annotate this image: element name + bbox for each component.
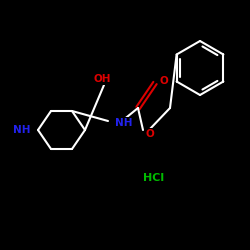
Text: NH: NH xyxy=(115,118,132,128)
Text: OH: OH xyxy=(93,74,111,84)
Text: NH: NH xyxy=(14,125,31,135)
Text: O: O xyxy=(160,76,169,86)
Text: O: O xyxy=(146,129,155,139)
Text: HCl: HCl xyxy=(143,173,164,183)
